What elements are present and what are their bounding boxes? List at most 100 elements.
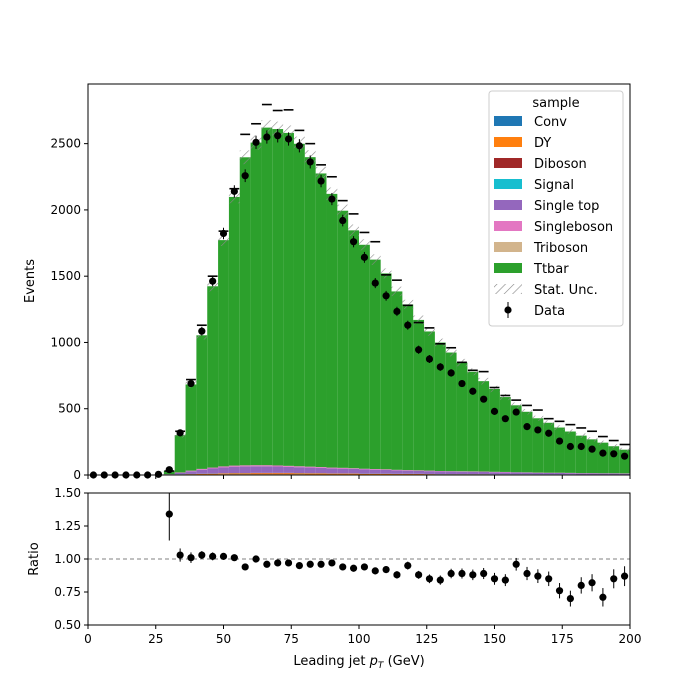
stat-unc-rect (499, 394, 511, 401)
bar-ttbar (380, 273, 392, 470)
data-point (458, 379, 466, 388)
bar-single-top (499, 472, 511, 475)
bar-single-top (554, 473, 565, 475)
stat-unc-rect (510, 402, 522, 409)
ratio-point (620, 572, 629, 580)
bar-single-top (597, 473, 609, 475)
x-tick-label: 50 (216, 632, 231, 646)
legend-swatch (494, 242, 522, 252)
bar-single-top (434, 471, 446, 475)
ratio-point (360, 563, 369, 571)
x-tick-label: 200 (619, 632, 642, 646)
ratio-point (371, 567, 379, 575)
data-point (555, 437, 564, 445)
bar-ttbar (445, 352, 457, 472)
bar-single-top (575, 473, 587, 475)
stat-unc-rect (337, 204, 349, 217)
bar-ttbar (272, 129, 284, 466)
ratio-y-label: Ratio (27, 542, 42, 575)
ratio-point (490, 575, 499, 583)
x-axis-label-sub: T (378, 661, 385, 671)
x-tick-label: 75 (284, 632, 299, 646)
bar-ttbar (369, 259, 381, 470)
ratio-point (436, 576, 444, 584)
main-y-tick-label: 0 (73, 468, 81, 482)
bar-ttbar (185, 384, 197, 471)
bar-single-top (228, 466, 240, 474)
bar-dy (380, 473, 392, 475)
bar-single-top (293, 467, 305, 474)
main-y-tick-label: 2000 (50, 203, 81, 217)
bar-ttbar (586, 439, 598, 474)
bar-dy (315, 473, 327, 475)
legend-label: Stat. Unc. (534, 283, 598, 298)
data-point (274, 132, 282, 140)
data-point (317, 177, 325, 185)
data-point (501, 415, 509, 423)
ratio-point (566, 595, 574, 603)
bar-single-top (304, 467, 316, 474)
bar-single-top (218, 467, 229, 474)
data-point (349, 238, 358, 246)
bar-single-top (391, 470, 403, 474)
x-tick-label: 25 (148, 632, 163, 646)
data-point (252, 138, 260, 146)
bar-single-top (489, 472, 500, 475)
ratio-point (252, 555, 260, 563)
stat-unc-rect (315, 166, 327, 181)
ratio-y-tick-label: 1.00 (54, 552, 81, 566)
data-point (209, 277, 217, 285)
bar-ttbar (293, 143, 305, 467)
bar-singleboson (326, 467, 338, 469)
data-point (523, 423, 531, 431)
bar-ttbar (467, 371, 479, 472)
bar-single-top (467, 471, 479, 475)
x-tick-label: 175 (551, 632, 574, 646)
data-point (263, 133, 271, 141)
bar-dy (359, 473, 370, 475)
bar-dy (250, 473, 262, 475)
x-tick-label: 150 (483, 632, 506, 646)
bar-single-top (532, 472, 544, 475)
x-tick-label: 0 (84, 632, 92, 646)
legend-entry: Ttbar (494, 262, 569, 277)
ratio-point (382, 565, 390, 574)
bar-singleboson (228, 465, 240, 467)
bar-single-top (380, 469, 392, 474)
data-point (447, 369, 455, 377)
bar-single-top (283, 466, 294, 473)
bar-ttbar (434, 342, 446, 472)
bar-ttbar (359, 244, 370, 469)
bar-singleboson (272, 465, 284, 467)
stat-unc-rect (521, 408, 533, 415)
bar-singleboson (337, 467, 349, 469)
ratio-y-tick-label: 1.25 (54, 519, 81, 533)
ratio-point (480, 569, 488, 578)
bar-ttbar (218, 240, 229, 467)
ratio-y-tick-label: 0.50 (54, 618, 81, 632)
ratio-point (306, 560, 314, 568)
bar-single-top (510, 472, 522, 475)
stat-unc-rect (261, 120, 273, 136)
ratio-point (328, 559, 336, 567)
legend-entry: Data (504, 302, 565, 319)
ratio-point (209, 552, 217, 560)
legend-swatch (494, 137, 522, 147)
bar-ttbar (228, 196, 240, 466)
bar-dy (207, 473, 219, 475)
ratio-point (447, 569, 455, 578)
data-point (577, 442, 585, 451)
bar-single-top (445, 471, 457, 475)
data-point (393, 307, 401, 316)
stacked-bars (163, 127, 630, 475)
legend-label: Singleboson (534, 220, 613, 235)
bar-singleboson (391, 469, 403, 471)
ratio-point (198, 551, 206, 559)
legend-label: Ttbar (533, 262, 569, 277)
data-point (241, 172, 249, 180)
x-axis-label-unit: (GeV) (388, 654, 425, 669)
stat-unc-rect (413, 315, 425, 325)
bar-ttbar (283, 132, 294, 466)
bar-single-top (478, 471, 490, 475)
data-point (545, 429, 553, 437)
